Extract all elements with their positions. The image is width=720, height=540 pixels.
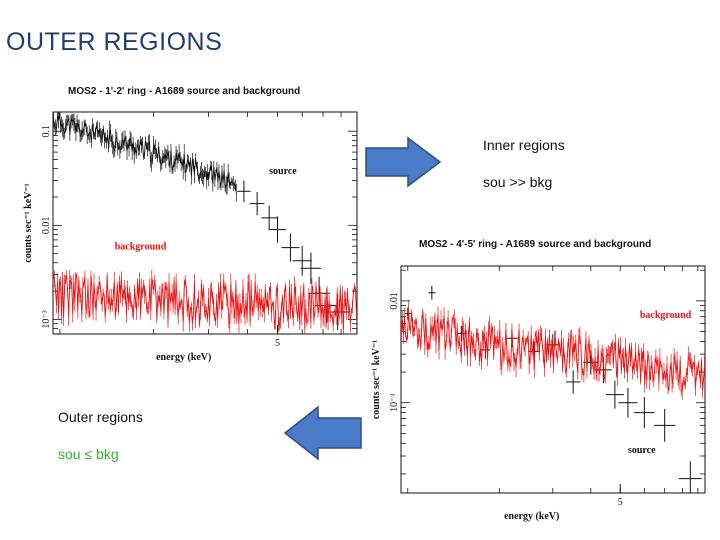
chart-plot: 5 0.1 0.01 10⁻³ energy (keV) counts sec⁻¹ keV… xyxy=(23,111,358,363)
background-line xyxy=(401,309,705,392)
chart-outer-ring: MOS2 - 4'-5' ring - A1689 source and bac… xyxy=(362,234,706,524)
series-source xyxy=(53,112,350,330)
chart-inner-ring: MOS2 - 1'-2' ring - A1689 source and bac… xyxy=(20,82,365,372)
chart-title: MOS2 - 4'-5' ring - A1689 source and bac… xyxy=(419,239,652,250)
series-background xyxy=(53,269,357,334)
x-axis-label: energy (keV) xyxy=(156,352,211,363)
annotation-background: background xyxy=(115,242,167,253)
source-line xyxy=(53,112,237,193)
annotation-source: source xyxy=(628,445,656,456)
x-axis-label: energy (keV) xyxy=(504,511,559,522)
y-tick-label: 10⁻³ xyxy=(389,394,400,412)
background-line xyxy=(53,274,357,330)
chart-plot: 5 0.01 10⁻³ energy (keV) counts sec⁻¹ keV⁻¹ b… xyxy=(371,265,706,522)
outer-relation-label: sou ≤ bkg xyxy=(58,446,119,462)
series-background xyxy=(401,299,705,400)
right-arrow-icon xyxy=(365,136,442,188)
y-axis-label: counts sec⁻¹ keV⁻¹ xyxy=(23,183,34,262)
y-axis-label: counts sec⁻¹ keV⁻¹ xyxy=(371,340,382,419)
inner-relation-label: sou >> bkg xyxy=(483,174,553,190)
annotation-background: background xyxy=(640,310,692,321)
chart-title: MOS2 - 1'-2' ring - A1689 source and bac… xyxy=(68,86,301,97)
outer-regions-label: Outer regions xyxy=(58,409,143,425)
slide-title: OUTER REGIONS xyxy=(6,28,223,56)
plot-frame xyxy=(52,111,358,335)
y-tick-label: 10⁻³ xyxy=(41,310,52,328)
inner-regions-label: Inner regions xyxy=(483,137,565,153)
y-tick-label: 0.1 xyxy=(41,125,52,138)
x-tick-label: 5 xyxy=(275,338,280,349)
y-tick-label: 0.01 xyxy=(389,292,400,310)
y-tick-label: 0.01 xyxy=(41,217,52,235)
x-tick-label: 5 xyxy=(618,497,623,508)
left-arrow-icon xyxy=(283,405,362,461)
annotation-source: source xyxy=(269,166,297,177)
